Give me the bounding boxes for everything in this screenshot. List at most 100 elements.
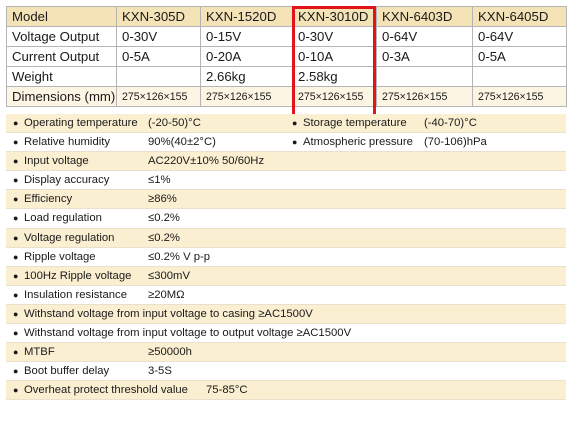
table-cell: 0-5A bbox=[472, 46, 567, 67]
table-row: Voltage Output 0-30V 0-15V 0-30V 0-64V 0… bbox=[6, 26, 567, 47]
param-label: 100Hz Ripple voltage bbox=[24, 269, 132, 282]
param-label: MTBF bbox=[24, 346, 55, 359]
table-cell: 275×126×155 bbox=[200, 86, 293, 107]
list-item: ● Voltage regulation ≤0.2% bbox=[6, 228, 566, 248]
param-value: (-20-50)°C bbox=[148, 117, 201, 129]
param-label: Input voltage bbox=[24, 155, 89, 168]
divider bbox=[6, 107, 566, 110]
bullet-icon: ● bbox=[13, 366, 19, 377]
row-label: Weight bbox=[6, 66, 117, 87]
param-label: Withstand voltage from input voltage to … bbox=[24, 327, 352, 340]
list-item: ● Operating temperature (-20-50)°C ● Sto… bbox=[6, 114, 566, 134]
bullet-icon: ● bbox=[13, 385, 19, 396]
table-row: Current Output 0-5A 0-20A 0-10A 0-3A 0-5… bbox=[6, 46, 567, 67]
bullet-icon: ● bbox=[292, 118, 298, 128]
table-cell: 0-5A bbox=[116, 46, 201, 67]
bullet-icon: ● bbox=[13, 118, 19, 128]
list-item: ● Relative humidity 90%(40±2°C) ● Atmosp… bbox=[6, 133, 566, 153]
bullet-icon: ● bbox=[292, 137, 298, 148]
table-cell bbox=[116, 66, 201, 87]
param-label: Relative humidity bbox=[24, 136, 111, 149]
param-value: ≤0.2% V p-p bbox=[148, 250, 211, 263]
table-cell: 0-30V bbox=[292, 26, 377, 47]
table-cell bbox=[376, 66, 473, 87]
list-item: ● Load regulation ≤0.2% bbox=[6, 209, 566, 229]
row-label: Dimensions (mm) bbox=[6, 86, 117, 107]
table-row: Dimensions (mm) 275×126×155 275×126×155 … bbox=[6, 86, 567, 107]
bullet-icon: ● bbox=[13, 328, 19, 339]
param-value: ≥20MΩ bbox=[148, 288, 185, 301]
bullet-icon: ● bbox=[13, 156, 19, 167]
header-cell-model: Model bbox=[6, 6, 117, 27]
bullet-icon: ● bbox=[13, 270, 19, 281]
bullet-icon: ● bbox=[13, 194, 19, 205]
param-label: Voltage regulation bbox=[24, 231, 115, 244]
param-label: Withstand voltage from input voltage to … bbox=[24, 307, 313, 320]
param-value: AC220V±10% 50/60Hz bbox=[148, 155, 265, 168]
param-label: Atmospheric pressure bbox=[303, 136, 413, 149]
bullet-icon: ● bbox=[13, 137, 19, 148]
bullet-icon: ● bbox=[13, 347, 19, 358]
table-row: Weight 2.66kg 2.58kg bbox=[6, 66, 567, 87]
bullet-icon: ● bbox=[13, 232, 19, 243]
table-cell: 275×126×155 bbox=[292, 86, 377, 107]
bullet-icon: ● bbox=[13, 251, 19, 262]
list-item: ● Display accuracy ≤1% bbox=[6, 171, 566, 191]
param-label: Ripple voltage bbox=[24, 250, 96, 263]
table-cell: 275×126×155 bbox=[116, 86, 201, 107]
param-value: ≥86% bbox=[148, 193, 177, 206]
param-label: Boot buffer delay bbox=[24, 365, 110, 378]
table-cell: 0-30V bbox=[116, 26, 201, 47]
list-item: ● Withstand voltage from input voltage t… bbox=[6, 304, 566, 325]
table-cell: 2.66kg bbox=[200, 66, 293, 87]
list-item: ● Insulation resistance ≥20MΩ bbox=[6, 285, 566, 305]
table-cell: 2.58kg bbox=[292, 66, 377, 87]
param-value: (70-106)hPa bbox=[424, 136, 487, 149]
param-value: 90%(40±2°C) bbox=[148, 136, 216, 149]
param-label: Operating temperature bbox=[24, 117, 138, 129]
list-item: ● Boot buffer delay 3-5S bbox=[6, 362, 566, 382]
parameter-list: ● Operating temperature (-20-50)°C ● Sto… bbox=[6, 114, 566, 401]
list-item: ● MTBF ≥50000h bbox=[6, 343, 566, 363]
table-cell bbox=[472, 66, 567, 87]
header-cell: KXN-305D bbox=[116, 6, 201, 27]
param-value: ≤0.2% bbox=[148, 231, 180, 244]
list-item: ● Input voltage AC220V±10% 50/60Hz bbox=[6, 152, 566, 172]
param-value: ≤300mV bbox=[148, 269, 190, 282]
list-item: ● Withstand voltage from input voltage t… bbox=[6, 324, 566, 344]
param-value: ≤1% bbox=[148, 174, 171, 187]
param-value: ≤0.2% bbox=[148, 212, 180, 225]
header-cell: KXN-6403D bbox=[376, 6, 473, 27]
list-item: ● Ripple voltage ≤0.2% V p-p bbox=[6, 247, 566, 267]
bullet-icon: ● bbox=[13, 289, 19, 300]
param-label: Display accuracy bbox=[24, 174, 110, 187]
list-item: ● Efficiency ≥86% bbox=[6, 190, 566, 210]
param-label: Storage temperature bbox=[303, 117, 407, 129]
table-cell: 275×126×155 bbox=[472, 86, 567, 107]
table-header-row: Model KXN-305D KXN-1520D KXN-3010D KXN-6… bbox=[6, 6, 567, 27]
param-label: Efficiency bbox=[24, 193, 73, 206]
table-cell: 0-20A bbox=[200, 46, 293, 67]
table-cell: 0-15V bbox=[200, 26, 293, 47]
param-label: Insulation resistance bbox=[24, 288, 127, 301]
list-item: ● Overheat protect threshold value 75-85… bbox=[6, 381, 566, 401]
spec-sheet: Model KXN-305D KXN-1520D KXN-3010D KXN-6… bbox=[6, 6, 567, 401]
param-value: ≥50000h bbox=[148, 346, 192, 359]
list-item: ● 100Hz Ripple voltage ≤300mV bbox=[6, 266, 566, 286]
table-cell: 0-3A bbox=[376, 46, 473, 67]
row-label: Current Output bbox=[6, 46, 117, 67]
table-cell: 0-64V bbox=[376, 26, 473, 47]
param-value: 3-5S bbox=[148, 365, 172, 378]
table-cell: 0-10A bbox=[292, 46, 377, 67]
param-value: 75-85°C bbox=[206, 384, 248, 397]
bullet-icon: ● bbox=[13, 308, 19, 319]
header-cell: KXN-3010D bbox=[292, 6, 377, 27]
table-cell: 0-64V bbox=[472, 26, 567, 47]
bullet-icon: ● bbox=[13, 175, 19, 186]
param-label: Overheat protect threshold value bbox=[24, 384, 188, 397]
header-cell: KXN-6405D bbox=[472, 6, 567, 27]
row-label: Voltage Output bbox=[6, 26, 117, 47]
header-cell: KXN-1520D bbox=[200, 6, 293, 27]
table-cell: 275×126×155 bbox=[376, 86, 473, 107]
param-value: (-40-70)°C bbox=[424, 117, 477, 129]
